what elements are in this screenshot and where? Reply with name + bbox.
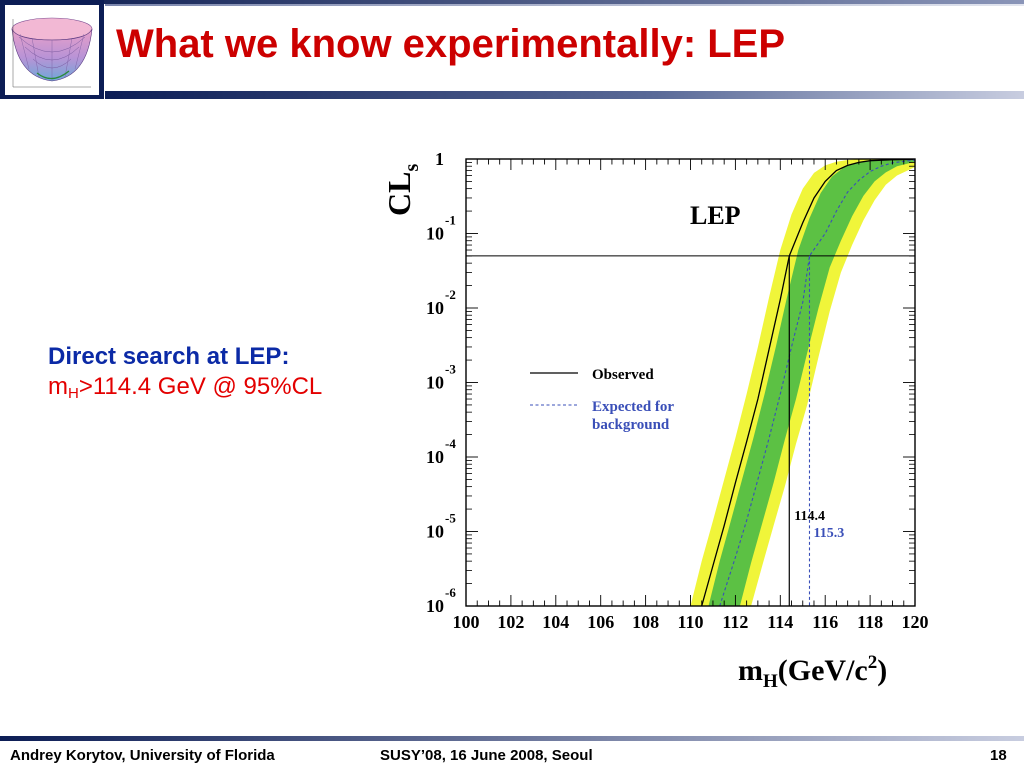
- expectation-bands: [690, 159, 915, 606]
- footer-conference: SUSY’08, 16 June 2008, Seoul: [380, 747, 593, 764]
- y-tick-label: 10: [426, 373, 444, 393]
- x-tick-label: 120: [902, 612, 929, 632]
- legend-observed-label: Observed: [592, 367, 654, 383]
- footer-rule: [0, 736, 1024, 741]
- mass-limit-statement: mH>114.4 GeV @ 95%CL: [48, 372, 322, 409]
- slide-footer: Andrey Korytov, University of Florida SU…: [0, 736, 1024, 768]
- x-tick-label: 118: [857, 612, 883, 632]
- legend-expected-label-2: background: [592, 417, 670, 433]
- y-tick-exponent: -1: [445, 213, 456, 228]
- limit-symbol: m: [48, 373, 68, 400]
- logo-frame: [0, 0, 104, 99]
- y-tick-label: 1: [435, 149, 444, 169]
- x-axis-title-exp: 2: [868, 652, 878, 673]
- x-tick-label: 114: [767, 612, 793, 632]
- x-tick-label: 102: [497, 612, 524, 632]
- x-tick-label: 100: [453, 612, 480, 632]
- paraboloid-surface-icon: [11, 17, 93, 88]
- slide-title: What we know experimentally: LEP: [116, 22, 786, 66]
- expected-curve: [719, 159, 915, 606]
- limit-value: >114.4 GeV @ 95%CL: [78, 373, 323, 400]
- x-axis-title-unit: (GeV/c: [778, 654, 868, 687]
- header-thin-rule: [105, 4, 1024, 6]
- slide-header: What we know experimentally: LEP: [0, 0, 1024, 100]
- x-tick-label: 104: [542, 612, 569, 632]
- y-tick-label: 10: [426, 224, 444, 244]
- direct-search-heading: Direct search at LEP:: [48, 343, 290, 370]
- band-1sigma: [708, 159, 915, 606]
- chart-labels: 100 102 104 106 108 110 112 114 116 118 120110-110…: [381, 149, 929, 692]
- x-tick-label: 108: [632, 612, 659, 632]
- x-tick-label: 106: [587, 612, 614, 632]
- y-tick-exponent: -3: [445, 362, 456, 377]
- logo-panel: [5, 5, 99, 95]
- x-axis-title-main: m: [738, 654, 763, 687]
- y-axis-title-main: CL: [381, 172, 417, 216]
- plot-frame: [465, 158, 916, 607]
- chart-lines: [466, 159, 915, 606]
- x-axis-title-sub: H: [763, 671, 778, 692]
- y-tick-label: 10: [426, 522, 444, 542]
- header-bottom-band: [105, 91, 1024, 99]
- y-tick-exponent: -5: [445, 511, 456, 526]
- observed-curve: [701, 159, 915, 606]
- header-top-rule: [0, 0, 1024, 4]
- y-tick-label: 10: [426, 447, 444, 467]
- observed-limit-label: 114.4: [794, 509, 825, 524]
- expected-limit-label: 115.3: [813, 526, 844, 541]
- y-tick-label: 10: [426, 596, 444, 616]
- panel-label: LEP: [690, 201, 741, 230]
- result-text: Direct search at LEP: mH>114.4 GeV @ 95%…: [48, 342, 322, 409]
- x-axis-title-close: ): [877, 654, 887, 687]
- x-tick-label: 110: [677, 612, 703, 632]
- page-number: 18: [990, 747, 1007, 764]
- y-axis-title-sub: s: [401, 164, 423, 172]
- y-tick-exponent: -4: [445, 436, 456, 451]
- y-tick-exponent: -6: [445, 585, 456, 600]
- y-tick-label: 10: [426, 298, 444, 318]
- y-axis-title: CLs: [381, 164, 423, 216]
- x-axis-title: mH(GeV/c2): [738, 652, 887, 692]
- x-tick-label: 112: [722, 612, 748, 632]
- y-tick-exponent: -2: [445, 287, 456, 302]
- footer-author: Andrey Korytov, University of Florida: [10, 747, 275, 764]
- limit-subscript: H: [68, 385, 79, 402]
- cls-chart: 100 102 104 106 108 110 112 114 116 118 120110-110…: [381, 149, 929, 692]
- x-tick-label: 116: [812, 612, 838, 632]
- legend-expected-label-1: Expected for: [592, 399, 674, 415]
